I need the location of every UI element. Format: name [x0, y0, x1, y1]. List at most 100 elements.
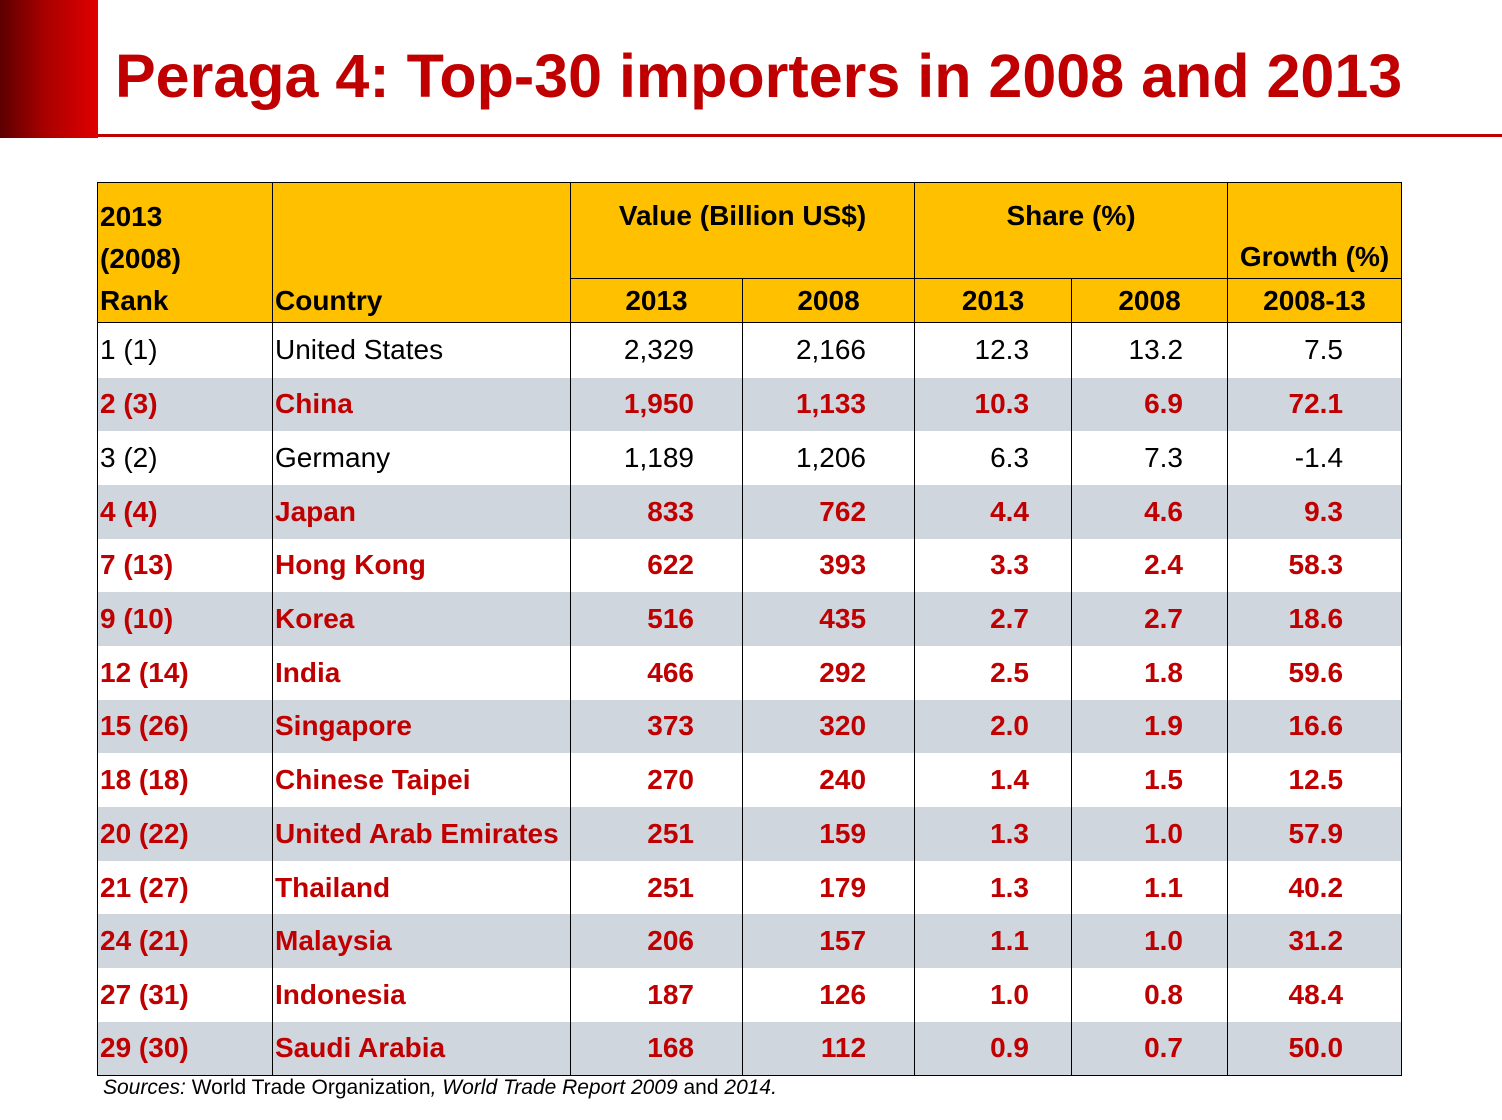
table-header: 2013 (2008) Rank Country Value (Billion …	[97, 182, 1403, 323]
growth-cell: 50.0	[1227, 1021, 1403, 1076]
slide-title: Peraga 4: Top-30 importers in 2008 and 2…	[115, 42, 1403, 110]
table-row: 9 (10) Korea 516 435 2.7 2.7 18.6	[97, 592, 1403, 646]
share-2008-cell: 7.3	[1071, 431, 1229, 485]
title-underline	[98, 134, 1502, 137]
country-cell: Malaysia	[272, 914, 571, 969]
share-2013-cell: 0.9	[914, 1021, 1073, 1076]
growth-cell: -1.4	[1227, 431, 1403, 485]
country-cell: Japan	[272, 484, 571, 539]
header-rank: 2013 (2008) Rank	[97, 182, 273, 323]
rank-cell: 9 (10)	[97, 592, 273, 646]
header-rank-prior-year: (2008)	[100, 243, 181, 274]
share-2008-cell: 1.8	[1071, 645, 1229, 700]
table-row: 29 (30) Saudi Arabia 168 112 0.9 0.7 50.…	[97, 1021, 1403, 1076]
table-row: 21 (27) Thailand 251 179 1.3 1.1 40.2	[97, 860, 1403, 915]
importers-table: 2013 (2008) Rank Country Value (Billion …	[97, 182, 1403, 1076]
country-cell: China	[272, 377, 571, 432]
growth-cell: 7.5	[1227, 322, 1403, 378]
table-row: 7 (13) Hong Kong 622 393 3.3 2.4 58.3	[97, 538, 1403, 593]
table-row: 12 (14) India 466 292 2.5 1.8 59.6	[97, 645, 1403, 700]
share-2013-cell: 4.4	[914, 484, 1073, 539]
share-2008-cell: 2.4	[1071, 538, 1229, 593]
value-2008-cell: 393	[741, 538, 916, 593]
table-row: 4 (4) Japan 833 762 4.4 4.6 9.3	[97, 484, 1403, 539]
rank-cell: 24 (21)	[97, 914, 273, 969]
share-2013-cell: 2.5	[914, 645, 1073, 700]
value-2008-cell: 1,133	[741, 377, 916, 432]
value-2013-cell: 168	[570, 1021, 743, 1076]
value-2013-cell: 1,189	[570, 431, 743, 485]
rank-cell: 27 (31)	[97, 968, 273, 1022]
share-2008-cell: 4.6	[1071, 484, 1229, 539]
header-share-2008: 2008	[1071, 278, 1229, 323]
rank-cell: 4 (4)	[97, 484, 273, 539]
rank-cell: 1 (1)	[97, 322, 273, 378]
header-share-group: Share (%)	[914, 182, 1229, 279]
country-cell: Korea	[272, 592, 571, 646]
header-rank-year: 2013	[100, 201, 163, 232]
country-cell: United Arab Emirates	[272, 807, 571, 861]
country-cell: Saudi Arabia	[272, 1021, 571, 1076]
source-and: and	[677, 1076, 725, 1099]
value-2008-cell: 1,206	[741, 431, 916, 485]
share-2008-cell: 0.8	[1071, 968, 1229, 1022]
share-2013-cell: 1.3	[914, 860, 1073, 915]
share-2013-cell: 12.3	[914, 322, 1073, 378]
value-2008-cell: 292	[741, 645, 916, 700]
growth-cell: 48.4	[1227, 968, 1403, 1022]
growth-cell: 16.6	[1227, 699, 1403, 754]
share-2013-cell: 1.3	[914, 807, 1073, 861]
share-2008-cell: 6.9	[1071, 377, 1229, 432]
header-country: Country	[272, 182, 571, 323]
share-2013-cell: 1.1	[914, 914, 1073, 969]
growth-cell: 58.3	[1227, 538, 1403, 593]
rank-cell: 21 (27)	[97, 860, 273, 915]
value-2008-cell: 112	[741, 1021, 916, 1076]
value-2013-cell: 270	[570, 753, 743, 807]
source-org: World Trade Organization	[185, 1076, 431, 1099]
rank-cell: 12 (14)	[97, 645, 273, 700]
country-cell: Germany	[272, 431, 571, 485]
header-share-2013: 2013	[914, 278, 1073, 323]
rank-cell: 20 (22)	[97, 807, 273, 861]
value-2013-cell: 516	[570, 592, 743, 646]
value-2013-cell: 373	[570, 699, 743, 754]
source-report: World Trade Report 2009	[442, 1076, 678, 1099]
source-sep: ,	[430, 1076, 443, 1099]
share-2013-cell: 3.3	[914, 538, 1073, 593]
country-cell: India	[272, 645, 571, 700]
table-row: 1 (1) United States 2,329 2,166 12.3 13.…	[97, 322, 1403, 378]
value-2008-cell: 320	[741, 699, 916, 754]
value-2008-cell: 762	[741, 484, 916, 539]
value-2008-cell: 2,166	[741, 322, 916, 378]
growth-cell: 12.5	[1227, 753, 1403, 807]
source-year: 2014.	[724, 1076, 777, 1099]
share-2008-cell: 1.5	[1071, 753, 1229, 807]
country-cell: Singapore	[272, 699, 571, 754]
rank-cell: 7 (13)	[97, 538, 273, 593]
table-row: 20 (22) United Arab Emirates 251 159 1.3…	[97, 807, 1403, 861]
source-label: Sources:	[103, 1076, 186, 1099]
table-body: 1 (1) United States 2,329 2,166 12.3 13.…	[97, 322, 1403, 1076]
value-2013-cell: 2,329	[570, 322, 743, 378]
growth-cell: 18.6	[1227, 592, 1403, 646]
share-2013-cell: 1.0	[914, 968, 1073, 1022]
share-2013-cell: 2.7	[914, 592, 1073, 646]
source-note: Sources: World Trade Organization, World…	[103, 1076, 777, 1100]
share-2013-cell: 10.3	[914, 377, 1073, 432]
header-value-2013: 2013	[570, 278, 743, 323]
country-cell: Hong Kong	[272, 538, 571, 593]
value-2013-cell: 1,950	[570, 377, 743, 432]
value-2013-cell: 622	[570, 538, 743, 593]
share-2008-cell: 2.7	[1071, 592, 1229, 646]
growth-cell: 40.2	[1227, 860, 1403, 915]
value-2013-cell: 251	[570, 860, 743, 915]
table-row: 15 (26) Singapore 373 320 2.0 1.9 16.6	[97, 699, 1403, 754]
value-2008-cell: 179	[741, 860, 916, 915]
share-2013-cell: 1.4	[914, 753, 1073, 807]
share-2008-cell: 13.2	[1071, 322, 1229, 378]
value-2008-cell: 159	[741, 807, 916, 861]
value-2013-cell: 251	[570, 807, 743, 861]
value-2013-cell: 833	[570, 484, 743, 539]
value-2013-cell: 206	[570, 914, 743, 969]
